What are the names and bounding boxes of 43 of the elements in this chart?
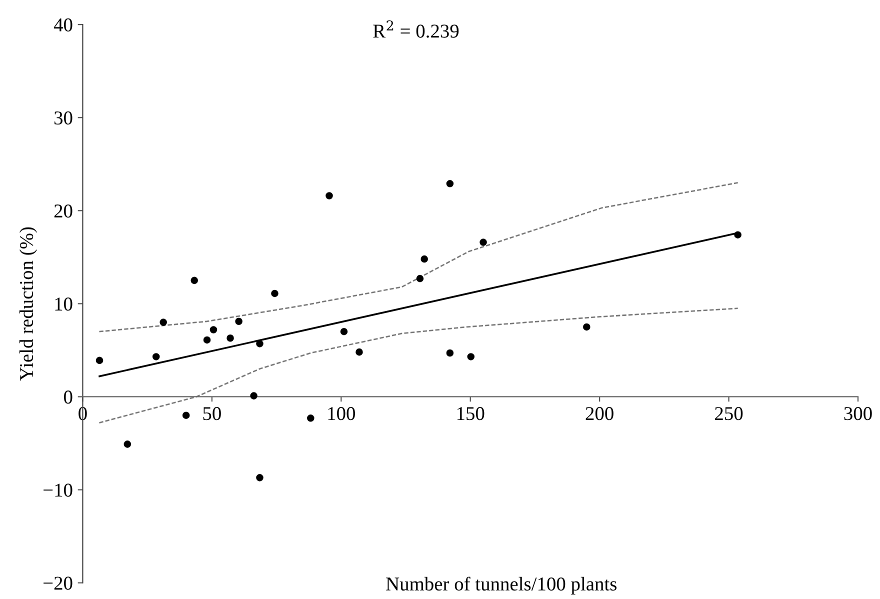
- point: [583, 323, 590, 331]
- point: [96, 356, 104, 364]
- point: [190, 276, 198, 284]
- annotation: R$^{2}$ = 0.239: [373, 20, 459, 38]
- x-tick-label: 150: [457, 407, 484, 420]
- point: [446, 349, 454, 357]
- point: [152, 353, 160, 360]
- point: [480, 238, 487, 246]
- point: [420, 255, 428, 263]
- point: [416, 274, 424, 282]
- y-tick-label: 20: [54, 204, 72, 218]
- point: [226, 334, 234, 342]
- point: [326, 192, 333, 200]
- x-tick-label: 300: [844, 407, 872, 420]
- point: [235, 318, 242, 326]
- y-tick-label: −10: [44, 484, 72, 497]
- point: [271, 290, 278, 298]
- point: [250, 392, 258, 400]
- x-tick-label: 250: [715, 407, 743, 420]
- line-series: [98, 182, 739, 332]
- y-tick-label: 0: [64, 390, 72, 404]
- x-tick-label: 100: [328, 407, 355, 420]
- x-tick-label: 50: [203, 407, 221, 420]
- point: [307, 414, 314, 422]
- point: [467, 353, 475, 360]
- point: [182, 412, 190, 419]
- point: [256, 474, 264, 482]
- y-tick-label: 10: [55, 298, 72, 311]
- point: [734, 231, 742, 238]
- point: [256, 340, 264, 348]
- x-axis-title: Number of tunnels/100 plants: [386, 576, 617, 595]
- y-tick-label: 30: [54, 111, 72, 125]
- point: [340, 328, 348, 336]
- point: [210, 326, 218, 334]
- y-tick-label: 40: [54, 18, 72, 32]
- point: [203, 336, 211, 344]
- y-tick-label: −20: [44, 576, 72, 590]
- point: [160, 318, 167, 326]
- point: [446, 180, 454, 188]
- point: [356, 348, 363, 356]
- y-axis-title: Yield reduction (%): [19, 227, 38, 381]
- x-tick-label: 200: [586, 407, 614, 420]
- point: [124, 440, 132, 448]
